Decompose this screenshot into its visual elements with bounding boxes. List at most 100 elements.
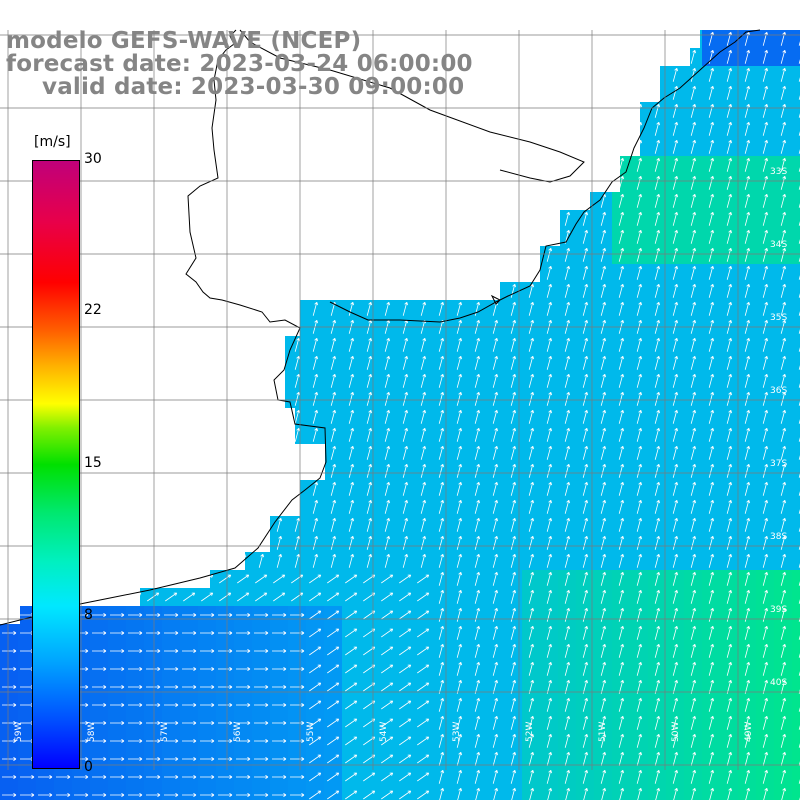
wind-arrow [164, 631, 179, 635]
wind-arrow [762, 607, 769, 622]
wind-arrow [402, 427, 409, 442]
wind-arrow [330, 499, 337, 514]
wind-arrow [146, 757, 161, 761]
wind-arrow [399, 646, 412, 656]
wind-arrow [762, 121, 769, 136]
wind-arrow [182, 757, 197, 761]
wind-arrow [92, 793, 107, 797]
wind-arrow [330, 481, 337, 496]
wind-arrow [182, 721, 197, 725]
wind-arrow [348, 409, 355, 424]
wind-arrow [492, 697, 499, 712]
wind-arrow [309, 700, 322, 710]
wind-arrow [456, 661, 463, 676]
wind-arrow [600, 463, 607, 478]
wind-arrow [402, 355, 409, 370]
wind-arrow [327, 628, 340, 638]
wind-speed-cell [54, 786, 72, 800]
wind-arrow [600, 229, 607, 244]
wind-arrow [110, 775, 125, 779]
wind-arrow [780, 355, 787, 370]
wind-arrow [618, 751, 625, 766]
wind-speed-cell [162, 786, 180, 800]
wind-arrow [780, 175, 787, 190]
wind-arrow [672, 85, 679, 100]
wind-arrow [636, 193, 643, 208]
wind-arrow [762, 751, 769, 766]
lon-label: 54W [379, 721, 389, 742]
wind-arrow [92, 721, 107, 725]
wind-arrow [330, 445, 337, 460]
wind-arrow [200, 631, 215, 635]
wind-arrow [218, 631, 233, 635]
wind-arrow [474, 427, 481, 442]
wind-arrow [348, 517, 355, 532]
wind-arrow [582, 265, 589, 280]
wind-arrow [618, 661, 625, 676]
wind-arrow [456, 607, 463, 622]
wind-arrow [146, 775, 161, 779]
wind-arrow [672, 265, 679, 280]
wind-arrow [546, 463, 553, 478]
wind-arrow [417, 592, 430, 602]
wind-arrow [420, 499, 427, 514]
wind-arrow [780, 337, 787, 352]
wind-arrow [582, 355, 589, 370]
wind-arrow [744, 445, 751, 460]
wind-arrow [510, 697, 517, 712]
wind-arrow [636, 427, 643, 442]
wind-speed-cell [648, 786, 666, 800]
wind-arrow [456, 463, 463, 478]
wind-arrow [474, 697, 481, 712]
lat-label: 36S [770, 386, 788, 396]
wind-arrow [564, 643, 571, 658]
wind-arrow [546, 733, 553, 748]
wind-arrow [564, 517, 571, 532]
wind-arrow [182, 775, 197, 779]
wind-arrow [708, 769, 715, 784]
wind-arrow [654, 301, 661, 316]
wind-arrow [272, 703, 287, 707]
wind-arrow [56, 775, 71, 779]
wind-arrow [618, 409, 625, 424]
wind-arrow [294, 301, 301, 316]
wind-arrow [690, 553, 697, 568]
wind-speed-cell [774, 786, 792, 800]
wind-arrow [654, 157, 661, 172]
wind-arrow [254, 739, 269, 743]
wind-arrow [762, 697, 769, 712]
wind-arrow [218, 685, 233, 689]
wind-arrow [254, 667, 269, 671]
wind-arrow [528, 337, 535, 352]
wind-arrow [474, 643, 481, 658]
wind-arrow [744, 427, 751, 442]
wind-arrow [708, 715, 715, 730]
wind-arrow [384, 373, 391, 388]
wind-arrow [636, 733, 643, 748]
wind-arrow [312, 337, 319, 352]
wind-arrow [636, 463, 643, 478]
wind-arrow [254, 721, 269, 725]
wind-arrow [672, 337, 679, 352]
wind-arrow [2, 775, 17, 779]
wind-arrow [780, 103, 787, 118]
wind-arrow [330, 553, 337, 568]
wind-arrow [345, 592, 358, 602]
wind-arrow [273, 592, 286, 602]
wind-arrow [546, 427, 553, 442]
wind-arrow [726, 337, 733, 352]
wind-arrow [218, 667, 233, 671]
wind-arrow [636, 211, 643, 226]
wind-arrow [744, 49, 751, 64]
wind-arrow [600, 337, 607, 352]
wind-arrow [726, 373, 733, 388]
wind-arrow [726, 247, 733, 262]
wind-arrow [528, 355, 535, 370]
wind-speed-cell [252, 786, 270, 800]
wind-arrow [384, 445, 391, 460]
wind-arrow [546, 571, 553, 586]
wind-arrow [744, 157, 751, 172]
wind-arrow [420, 301, 427, 316]
wind-arrow [327, 718, 340, 728]
wind-arrow [366, 373, 373, 388]
